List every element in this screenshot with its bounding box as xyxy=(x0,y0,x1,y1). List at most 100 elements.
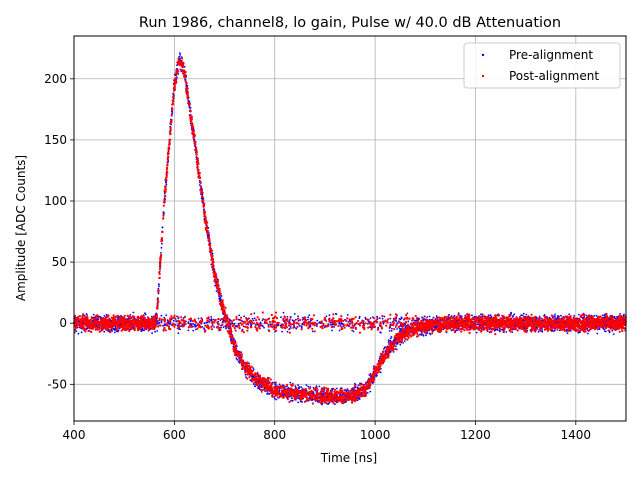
data-point xyxy=(187,99,190,102)
data-point xyxy=(181,323,184,326)
data-point xyxy=(456,329,458,331)
data-point xyxy=(192,329,195,332)
data-point xyxy=(141,329,144,331)
data-point xyxy=(217,292,220,295)
data-point xyxy=(570,330,572,332)
data-point xyxy=(379,371,382,374)
data-point xyxy=(168,323,171,325)
data-point xyxy=(251,317,254,320)
data-point xyxy=(245,376,247,379)
data-point xyxy=(169,126,172,130)
data-point xyxy=(243,315,246,318)
data-point xyxy=(299,400,302,403)
data-point xyxy=(485,327,489,330)
data-point xyxy=(307,318,309,321)
data-point xyxy=(505,331,508,333)
data-point xyxy=(536,317,538,319)
data-point xyxy=(525,313,528,316)
data-point xyxy=(354,382,356,385)
data-point xyxy=(238,314,241,317)
data-point xyxy=(237,323,240,325)
data-point xyxy=(366,392,369,394)
data-point xyxy=(128,329,131,333)
data-point xyxy=(596,332,599,335)
data-point xyxy=(520,314,522,317)
data-point xyxy=(568,313,570,316)
data-point xyxy=(603,314,606,316)
data-point xyxy=(262,318,265,320)
data-point xyxy=(369,373,372,375)
data-point xyxy=(160,320,163,323)
data-point xyxy=(259,322,262,325)
data-point xyxy=(176,315,178,318)
data-point xyxy=(364,316,367,319)
data-point xyxy=(378,317,381,320)
data-point xyxy=(450,329,453,332)
data-point xyxy=(423,315,426,318)
data-point xyxy=(297,401,299,404)
data-point xyxy=(141,327,144,330)
data-point xyxy=(381,317,384,320)
data-point xyxy=(278,383,281,386)
data-point xyxy=(349,320,352,323)
data-point xyxy=(475,331,478,334)
data-point xyxy=(311,330,314,333)
data-point xyxy=(499,330,501,333)
data-point xyxy=(236,326,239,328)
data-point xyxy=(338,322,341,325)
data-point xyxy=(244,373,247,376)
data-point xyxy=(253,312,256,315)
data-point xyxy=(103,315,106,317)
data-point xyxy=(554,313,556,316)
data-point xyxy=(253,317,256,320)
data-point xyxy=(622,315,625,317)
data-point xyxy=(560,314,562,317)
data-point xyxy=(543,318,546,321)
data-point xyxy=(339,325,342,327)
data-point xyxy=(274,383,277,386)
data-point xyxy=(375,375,378,378)
data-point xyxy=(162,217,165,220)
data-point xyxy=(602,327,605,330)
data-point xyxy=(187,329,190,332)
data-point xyxy=(253,385,256,387)
data-point xyxy=(399,343,402,346)
data-point xyxy=(428,315,431,318)
data-point xyxy=(315,391,318,394)
data-point xyxy=(144,312,146,315)
data-point xyxy=(291,400,294,402)
data-point xyxy=(331,329,333,332)
data-point xyxy=(182,317,185,319)
series-post-alignment xyxy=(73,57,628,405)
data-point xyxy=(407,320,410,323)
data-point xyxy=(487,314,490,317)
data-point xyxy=(540,317,542,320)
data-point xyxy=(274,397,276,400)
data-point xyxy=(376,315,378,318)
data-point xyxy=(595,314,598,317)
data-point xyxy=(417,319,420,322)
data-point xyxy=(273,396,275,398)
data-point xyxy=(426,332,429,334)
data-point xyxy=(554,317,557,320)
data-point xyxy=(350,388,353,391)
data-point xyxy=(334,312,337,315)
data-point xyxy=(604,330,607,333)
data-point xyxy=(316,325,318,327)
data-point xyxy=(341,389,344,392)
data-point xyxy=(234,325,237,327)
data-point xyxy=(227,327,230,330)
data-point xyxy=(358,315,361,318)
data-point xyxy=(312,386,315,389)
data-point xyxy=(435,315,438,318)
data-point xyxy=(291,319,294,322)
data-point xyxy=(189,106,191,109)
data-point xyxy=(132,311,135,314)
data-point xyxy=(222,313,225,316)
data-point xyxy=(252,319,255,322)
data-point xyxy=(612,333,615,335)
data-point xyxy=(267,324,270,326)
data-point xyxy=(92,313,95,316)
data-point xyxy=(322,323,325,325)
data-point xyxy=(338,329,341,332)
